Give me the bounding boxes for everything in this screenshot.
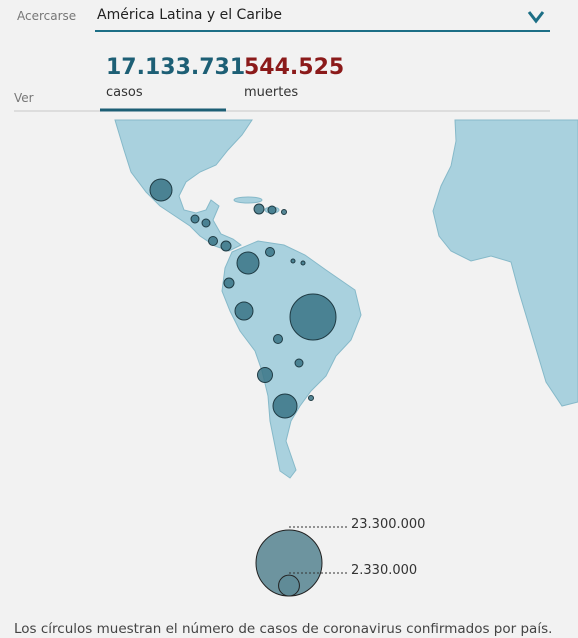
case-bubble	[280, 208, 288, 216]
chevron[interactable]	[527, 11, 545, 24]
zoom-label: Acercarse	[17, 9, 77, 23]
case-bubble	[149, 178, 173, 202]
case-bubble	[289, 293, 337, 341]
case-bubble	[257, 367, 273, 383]
north-america	[114, 119, 253, 252]
case-bubble	[223, 277, 235, 289]
case-bubble	[294, 358, 304, 368]
case-bubble	[236, 251, 260, 275]
case-bubble	[300, 260, 306, 266]
africa	[432, 119, 578, 407]
view-label: Ver	[14, 91, 34, 105]
case-bubble	[272, 393, 298, 419]
case-bubble	[208, 236, 218, 246]
legend: 23.300.000 2.330.000	[255, 517, 425, 597]
case-bubble	[267, 205, 277, 215]
legend-circle	[278, 574, 300, 597]
bubble-layer	[149, 178, 337, 419]
cases-value[interactable]: 17.133.731	[106, 55, 246, 80]
case-bubble	[273, 334, 283, 344]
cases-label[interactable]: casos	[106, 85, 143, 100]
case-bubble	[265, 247, 275, 257]
legend-label: 23.300.000	[351, 517, 425, 532]
case-bubble	[307, 394, 315, 402]
footer-note: Los círculos muestran el número de casos…	[14, 621, 553, 637]
legend-label: 2.330.000	[351, 563, 417, 578]
case-bubble	[220, 240, 232, 252]
deaths-label[interactable]: muertes	[244, 85, 299, 100]
region-select[interactable]: América Latina y el Caribe	[97, 7, 283, 23]
case-bubble	[190, 214, 200, 224]
case-bubble	[290, 258, 296, 264]
case-bubble	[253, 203, 265, 215]
cuba	[233, 196, 263, 204]
case-bubble	[234, 301, 254, 321]
deaths-value[interactable]: 544.525	[244, 55, 345, 80]
case-bubble	[201, 218, 211, 228]
